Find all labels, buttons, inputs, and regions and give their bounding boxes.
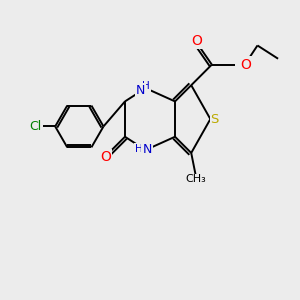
Text: O: O xyxy=(191,34,202,48)
Text: O: O xyxy=(100,150,111,164)
Text: Cl: Cl xyxy=(29,120,42,133)
Text: N: N xyxy=(142,143,152,157)
Text: O: O xyxy=(241,58,252,72)
Text: N: N xyxy=(136,84,145,97)
Text: S: S xyxy=(211,112,219,126)
Text: H: H xyxy=(142,81,150,91)
Text: H: H xyxy=(135,143,143,154)
Text: CH₃: CH₃ xyxy=(185,174,206,184)
